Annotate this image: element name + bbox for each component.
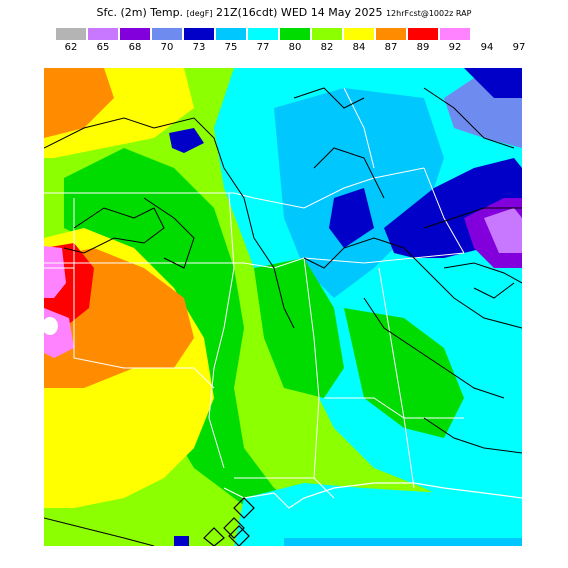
temp-field-magenta-upper	[44, 246, 66, 298]
legend-tick-label: 75	[224, 42, 238, 53]
contour-lines	[44, 87, 522, 546]
legend-tick-label: 65	[96, 42, 110, 53]
temp-field-green-center	[254, 258, 344, 398]
temp-field-gulf	[234, 483, 522, 546]
title-forecast: 12hrFcst@1002z RAP	[385, 9, 472, 18]
title-units: [degF]	[186, 9, 213, 18]
legend-swatch	[408, 28, 438, 40]
legend-tick-label: 97	[512, 42, 526, 53]
temp-field-blue-nw	[464, 68, 522, 98]
legend-tick-label: 94	[480, 42, 494, 53]
temp-field-green-east	[344, 308, 464, 438]
temp-field-white-spot	[44, 317, 58, 335]
legend-swatch	[216, 28, 246, 40]
map-title: Sfc. (2m) Temp. [degF] 21Z(16cdt) WED 14…	[0, 6, 568, 19]
temp-field-lavender	[484, 208, 522, 253]
legend-swatch	[184, 28, 214, 40]
legend-swatch	[56, 28, 86, 40]
temp-field-orange-nw	[44, 68, 114, 138]
coastal-markers	[203, 497, 255, 546]
legend-swatch	[376, 28, 406, 40]
temp-field-blue-n	[169, 128, 204, 153]
legend-tick-label: 84	[352, 42, 366, 53]
state-borders	[44, 87, 465, 499]
coastline	[223, 482, 522, 509]
legend-tick-label: 68	[128, 42, 142, 53]
temp-field-gulf-deep	[284, 538, 522, 546]
legend-tick-label: 82	[320, 42, 334, 53]
title-valid: 21Z(16cdt) WED 14 May 2025	[215, 6, 383, 19]
legend-tick-label: 70	[160, 42, 174, 53]
temp-field-blue-coast	[174, 536, 189, 546]
legend-swatch	[312, 28, 342, 40]
legend-swatch	[88, 28, 118, 40]
legend-swatch	[120, 28, 150, 40]
temperature-map	[44, 68, 522, 546]
legend-swatch	[344, 28, 374, 40]
legend-swatch	[440, 28, 470, 40]
title-product: Sfc. (2m) Temp.	[96, 6, 184, 19]
legend-tick-label: 92	[448, 42, 462, 53]
temp-field-blue-center	[329, 188, 374, 248]
legend-tick-label: 89	[416, 42, 430, 53]
legend-tick-label: 73	[192, 42, 206, 53]
legend-swatch	[248, 28, 278, 40]
legend-tick-label: 77	[256, 42, 270, 53]
legend-tick-label: 62	[64, 42, 78, 53]
legend-swatch	[280, 28, 310, 40]
legend-swatch	[152, 28, 182, 40]
legend-tick-label: 87	[384, 42, 398, 53]
legend-tick-label: 80	[288, 42, 302, 53]
